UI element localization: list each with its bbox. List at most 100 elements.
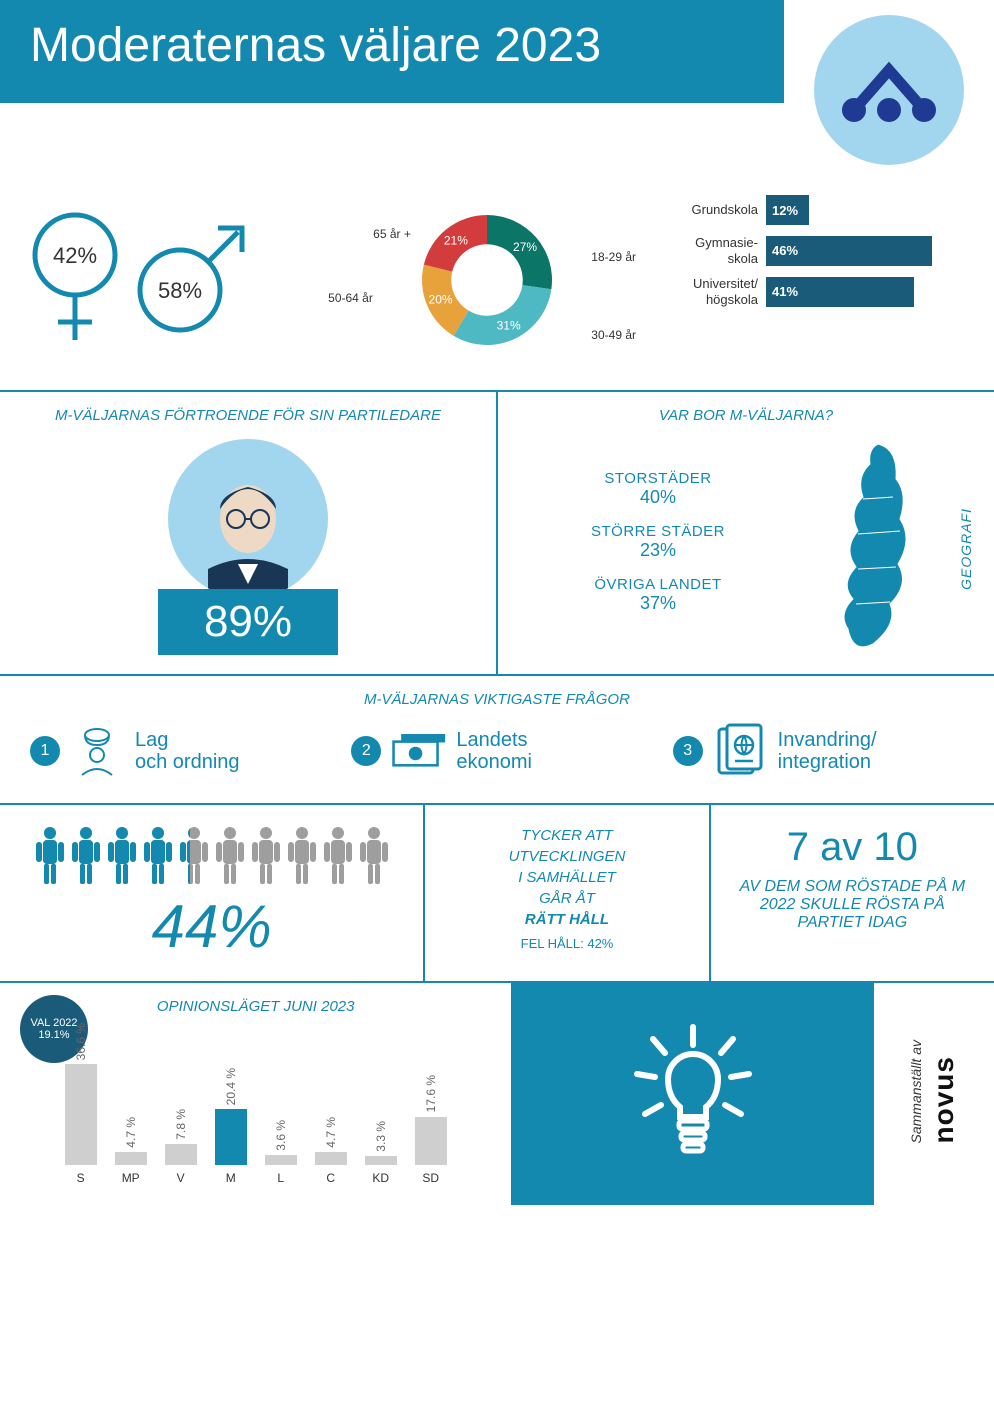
edu-bar: 41% <box>766 277 914 307</box>
sweden-map-icon <box>818 439 938 659</box>
gender-box: 42% 58% <box>30 195 308 370</box>
issue-item: 2 Landetsekonomi <box>351 723 642 778</box>
issue-number: 1 <box>30 736 60 766</box>
person-icon <box>69 825 103 887</box>
donut-slice-pct: 27% <box>513 240 537 254</box>
header: Moderaternas väljare 2023 <box>0 0 994 165</box>
direction-cell: 44% <box>0 805 425 981</box>
person-icon <box>141 825 175 887</box>
lightbulb-icon <box>623 1019 763 1169</box>
donut-label-0: 18-29 år <box>591 250 636 264</box>
badge-l2: 19.1% <box>38 1029 69 1041</box>
age-donut: 27%31%20%21% 18-29 år 30-49 år 50-64 år … <box>328 195 646 370</box>
person-icon <box>321 825 355 887</box>
issues-title: M-VÄLJARNAS VIKTIGASTE FRÅGOR <box>30 691 964 708</box>
female-pct: 42% <box>53 243 97 268</box>
poll-title: OPINIONSLÄGET JUNI 2023 <box>20 998 491 1015</box>
female-symbol: 42% <box>30 210 120 355</box>
dir-bold: RÄTT HÅLL <box>525 911 609 928</box>
poll-bar: 4.7 % C <box>313 1117 349 1185</box>
bulb-box <box>511 983 874 1205</box>
issue-text: Landetsekonomi <box>456 729 532 773</box>
geo-item: STÖRRE STÄDER23% <box>518 523 798 561</box>
poll-bar-label: KD <box>372 1171 389 1185</box>
issues-section: M-VÄLJARNAS VIKTIGASTE FRÅGOR 1 Lagoch o… <box>0 676 994 805</box>
passport-icon <box>713 723 768 778</box>
poll-bar: 3.3 % KD <box>363 1121 399 1185</box>
poll-bar-value: 3.6 % <box>274 1120 288 1151</box>
person-icon <box>105 825 139 887</box>
poll-bar-rect <box>115 1152 147 1165</box>
poll-bar-rect <box>215 1109 247 1165</box>
poll-bar-rect <box>65 1064 97 1165</box>
credit-box: Sammanställt av novus <box>874 983 994 1205</box>
edu-row: Grundskola12% <box>666 195 964 225</box>
dir-sub: FEL HÅLL: 42% <box>450 936 683 951</box>
loyalty-sub: AV DEM SOM RÖSTADE PÅ M 2022 SKULLE RÖST… <box>736 878 969 932</box>
donut-label-1: 30-49 år <box>591 328 636 342</box>
geo-title: VAR BOR M-VÄLJARNA? <box>518 407 974 424</box>
issue-number: 3 <box>673 736 703 766</box>
edu-row: Gymnasie-skola46% <box>666 235 964 266</box>
donut-slice-pct: 21% <box>444 233 468 247</box>
person-icon <box>285 825 319 887</box>
geo-item: STORSTÄDER40% <box>518 470 798 508</box>
loyalty-big: 7 av 10 <box>736 825 969 870</box>
geo-item-pct: 37% <box>518 593 798 614</box>
geo-item: ÖVRIGA LANDET37% <box>518 576 798 614</box>
poll-box: VAL 2022 19.1% OPINIONSLÄGET JUNI 2023 3… <box>0 983 511 1205</box>
poll-bar-label: S <box>77 1171 85 1185</box>
dir-l3: GÅR ÅT <box>539 890 595 907</box>
party-logo <box>814 15 964 165</box>
poll-bar-value: 17.6 % <box>424 1075 438 1112</box>
leader-title: M-VÄLJARNAS FÖRTROENDE FÖR SIN PARTILEDA… <box>20 407 476 424</box>
leader-portrait <box>168 439 328 599</box>
poll-bar-rect <box>315 1152 347 1165</box>
poll-bar-rect <box>415 1117 447 1165</box>
issue-item: 3 Invandring/integration <box>673 723 964 778</box>
edu-label: Gymnasie-skola <box>666 235 766 266</box>
poll-bar: 3.6 %L <box>263 1120 299 1185</box>
geo-item-pct: 40% <box>518 487 798 508</box>
title-box: Moderaternas väljare 2023 <box>0 0 784 103</box>
poll-bar-value: 3.3 % <box>374 1121 388 1152</box>
geo-item-name: STORSTÄDER <box>518 470 798 487</box>
bottom-row: VAL 2022 19.1% OPINIONSLÄGET JUNI 2023 3… <box>0 983 994 1205</box>
person-icon <box>357 825 391 887</box>
edu-bar: 12% <box>766 195 809 225</box>
donut-label-2: 50-64 år <box>328 291 373 305</box>
dir-l1: UTVECKLINGEN <box>509 848 626 865</box>
male-pct: 58% <box>158 278 202 303</box>
geo-side-label: GEOGRAFI <box>958 508 974 590</box>
badge-l1: VAL 2022 <box>30 1017 77 1029</box>
poll-bar-value: 7.8 % <box>174 1109 188 1140</box>
leader-pct: 89% <box>158 589 338 655</box>
leader-icon <box>188 459 308 599</box>
education-bars: Grundskola12% Gymnasie-skola46% Universite… <box>666 195 964 370</box>
poll-bar-value: 36.6 % <box>74 1023 88 1060</box>
edu-row: Universitet/högskola41% <box>666 276 964 307</box>
police-icon <box>70 723 125 778</box>
poll-bar-label: M <box>226 1171 236 1185</box>
donut-slice <box>454 285 552 345</box>
issue-text: Invandring/integration <box>778 729 877 773</box>
dir-l2: I SAMHÄLLET <box>518 869 616 886</box>
geo-item-name: ÖVRIGA LANDET <box>518 576 798 593</box>
direction-text-cell: TYCKER ATT UTVECKLINGEN I SAMHÄLLET GÅR … <box>425 805 710 981</box>
sentiment-row: 44% TYCKER ATT UTVECKLINGEN I SAMHÄLLET … <box>0 805 994 983</box>
poll-bar-value: 4.7 % <box>324 1117 338 1148</box>
geo-item-name: STÖRRE STÄDER <box>518 523 798 540</box>
poll-bar: 20.4 %M <box>213 1068 249 1185</box>
loyalty-cell: 7 av 10 AV DEM SOM RÖSTADE PÅ M 2022 SKU… <box>711 805 994 981</box>
male-symbol: 58% <box>130 210 250 355</box>
demographics-row: 42% 58% 27%31%20%21% 18-29 år 30-49 år 5… <box>0 165 994 390</box>
money-icon <box>391 723 446 778</box>
poll-bar-label: C <box>326 1171 335 1185</box>
person-icon <box>213 825 247 887</box>
poll-bar: 17.6 %SD <box>413 1075 449 1185</box>
m-logo-icon <box>839 55 939 125</box>
issue-number: 2 <box>351 736 381 766</box>
person-icon <box>249 825 283 887</box>
edu-bar: 46% <box>766 236 932 266</box>
poll-bar-label: V <box>177 1171 185 1185</box>
